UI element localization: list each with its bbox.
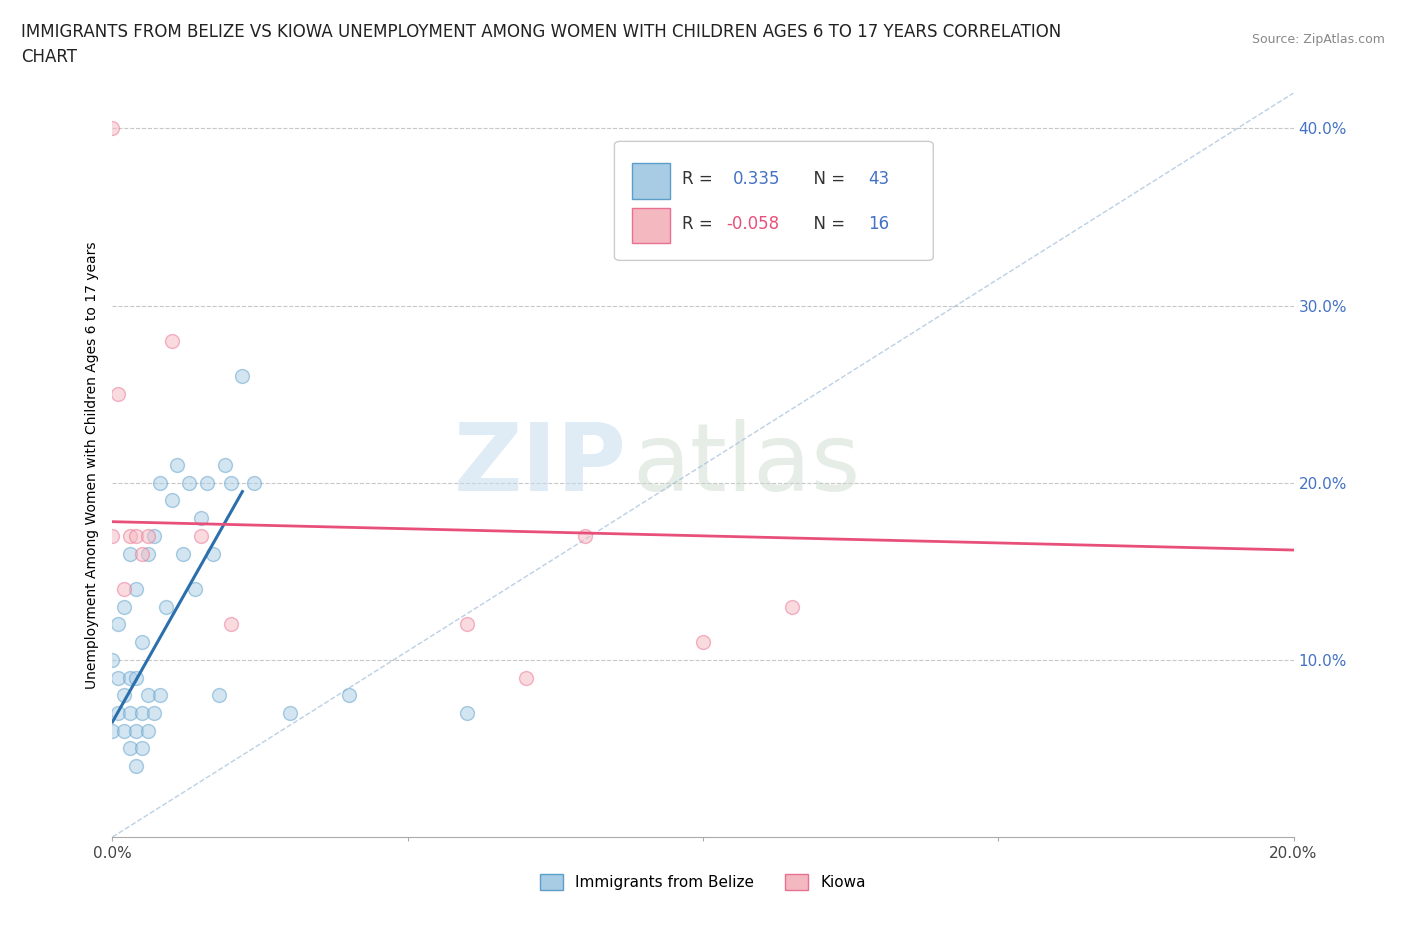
- Point: [131, 741, 153, 756]
- Text: N =: N =: [803, 215, 851, 232]
- Point: [125, 581, 148, 596]
- Point: [179, 475, 201, 490]
- Point: [208, 688, 231, 703]
- Point: [120, 546, 142, 561]
- Point: [160, 493, 183, 508]
- Point: [101, 121, 124, 136]
- Point: [120, 706, 142, 721]
- Point: [107, 617, 129, 631]
- Point: [172, 546, 194, 561]
- Text: R =: R =: [682, 170, 723, 188]
- Point: [142, 706, 165, 721]
- Legend: Immigrants from Belize, Kiowa: Immigrants from Belize, Kiowa: [534, 868, 872, 897]
- Point: [136, 688, 159, 703]
- Point: [125, 759, 148, 774]
- Text: IMMIGRANTS FROM BELIZE VS KIOWA UNEMPLOYMENT AMONG WOMEN WITH CHILDREN AGES 6 TO: IMMIGRANTS FROM BELIZE VS KIOWA UNEMPLOY…: [21, 23, 1062, 41]
- FancyBboxPatch shape: [633, 207, 669, 244]
- Point: [136, 724, 159, 738]
- Point: [125, 724, 148, 738]
- Point: [219, 475, 242, 490]
- Point: [195, 475, 218, 490]
- Point: [136, 546, 159, 561]
- Point: [101, 528, 124, 543]
- Point: [190, 528, 212, 543]
- Text: 43: 43: [869, 170, 890, 188]
- Text: 0.335: 0.335: [733, 170, 780, 188]
- Point: [231, 369, 253, 384]
- Y-axis label: Unemployment Among Women with Children Ages 6 to 17 years: Unemployment Among Women with Children A…: [84, 241, 98, 689]
- Point: [131, 706, 153, 721]
- Point: [120, 528, 142, 543]
- Point: [131, 634, 153, 649]
- Point: [692, 634, 714, 649]
- Point: [201, 546, 224, 561]
- Point: [149, 475, 172, 490]
- Point: [166, 458, 188, 472]
- Point: [101, 653, 124, 668]
- Point: [125, 671, 148, 685]
- Point: [107, 671, 129, 685]
- Point: [112, 599, 135, 614]
- Text: atlas: atlas: [633, 419, 860, 511]
- Point: [574, 528, 596, 543]
- Point: [278, 706, 301, 721]
- Point: [160, 334, 183, 349]
- Point: [243, 475, 266, 490]
- Point: [120, 741, 142, 756]
- Point: [149, 688, 172, 703]
- Point: [184, 581, 207, 596]
- Point: [190, 511, 212, 525]
- Point: [107, 387, 129, 402]
- Text: ZIP: ZIP: [453, 419, 626, 511]
- Point: [456, 706, 478, 721]
- Point: [136, 528, 159, 543]
- Text: Source: ZipAtlas.com: Source: ZipAtlas.com: [1251, 33, 1385, 46]
- FancyBboxPatch shape: [633, 163, 669, 199]
- Point: [142, 528, 165, 543]
- Text: 16: 16: [869, 215, 890, 232]
- Point: [456, 617, 478, 631]
- Text: N =: N =: [803, 170, 851, 188]
- Text: R =: R =: [682, 215, 717, 232]
- Point: [101, 724, 124, 738]
- Point: [219, 617, 242, 631]
- Point: [112, 724, 135, 738]
- FancyBboxPatch shape: [614, 141, 934, 260]
- Point: [107, 706, 129, 721]
- Point: [337, 688, 360, 703]
- Text: -0.058: -0.058: [727, 215, 780, 232]
- Point: [112, 581, 135, 596]
- Point: [120, 671, 142, 685]
- Point: [112, 688, 135, 703]
- Point: [155, 599, 177, 614]
- Point: [515, 671, 537, 685]
- Point: [125, 528, 148, 543]
- Point: [131, 546, 153, 561]
- Point: [780, 599, 803, 614]
- Point: [214, 458, 236, 472]
- Text: CHART: CHART: [21, 48, 77, 66]
